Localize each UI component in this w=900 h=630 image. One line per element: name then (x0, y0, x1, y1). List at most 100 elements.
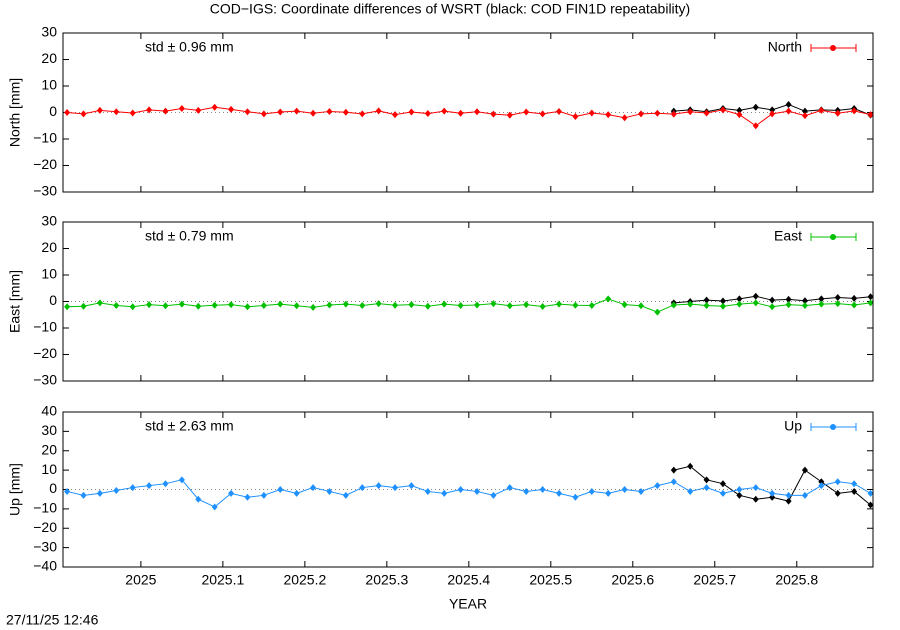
data-point (818, 482, 825, 490)
data-point (736, 491, 743, 499)
data-point (556, 489, 563, 497)
data-point (539, 303, 546, 311)
data-point (178, 300, 185, 308)
data-point (129, 303, 136, 311)
plot-area (64, 462, 873, 511)
y-tick-label: 30 (41, 24, 57, 40)
data-point (588, 301, 595, 309)
y-tick-label: 40 (41, 403, 57, 419)
data-point (375, 300, 382, 308)
timestamp: 27/11/25 12:46 (6, 612, 99, 628)
data-point (637, 302, 644, 310)
data-point (506, 302, 513, 310)
y-tick-label: −30 (33, 183, 57, 199)
data-point (654, 482, 661, 490)
data-point (474, 487, 481, 495)
data-point (801, 466, 808, 474)
data-point (375, 107, 382, 115)
data-point (851, 107, 858, 115)
data-point (129, 484, 136, 492)
data-point (703, 301, 710, 309)
data-point (80, 110, 87, 118)
data-point (752, 495, 759, 503)
data-point (867, 111, 873, 119)
y-axis-label: East [mm] (7, 270, 23, 333)
data-point (441, 300, 448, 308)
data-point (359, 301, 366, 309)
data-point (506, 484, 513, 492)
data-point (539, 110, 546, 118)
data-point (474, 301, 481, 309)
data-point (769, 296, 776, 304)
data-point (277, 486, 284, 493)
data-point (113, 108, 120, 116)
y-axis-label: Up [mm] (7, 463, 23, 516)
plot-area (64, 101, 873, 130)
data-point (736, 295, 743, 303)
data-point (719, 489, 726, 497)
data-point (851, 301, 858, 309)
data-point (736, 111, 743, 119)
data-point (424, 110, 431, 118)
panel: −30 −20 −10 0 10 20 30 North [mm] std ± 0.96 mm N… (7, 24, 874, 199)
data-point (490, 110, 497, 118)
data-point (687, 300, 694, 308)
y-tick-label: 0 (49, 292, 57, 308)
y-tick-label: 10 (41, 77, 57, 93)
x-tick-label: 2025.8 (775, 572, 818, 588)
x-tick-label: 2025.5 (529, 572, 572, 588)
legend-label: Up (784, 418, 802, 434)
data-point (195, 495, 202, 503)
y-axis-label: North [mm] (7, 78, 23, 147)
data-point (834, 294, 841, 302)
data-point (687, 462, 694, 470)
data-point (588, 487, 595, 495)
data-point (719, 106, 726, 114)
data-point (801, 301, 808, 309)
data-point (178, 476, 185, 484)
data-point (834, 489, 841, 497)
y-tick-label: −10 (33, 500, 57, 516)
data-point (818, 106, 825, 114)
x-tick-label: 2025 (125, 572, 156, 588)
y-tick-label: −20 (33, 519, 57, 535)
y-tick-label: 20 (41, 239, 57, 255)
data-point (293, 107, 300, 115)
data-point (654, 308, 661, 316)
data-point (785, 301, 792, 309)
data-point (490, 300, 497, 308)
data-point (523, 301, 530, 309)
data-point (851, 294, 858, 302)
data-point (342, 108, 349, 116)
data-point (703, 296, 710, 304)
data-point (867, 501, 873, 509)
y-tick-label: 0 (49, 480, 57, 496)
y-tick-label: 30 (41, 422, 57, 438)
data-point (195, 302, 202, 310)
data-point (719, 480, 726, 488)
data-point (80, 491, 87, 499)
data-point (556, 300, 563, 308)
x-tick-label: 2025.3 (365, 572, 408, 588)
series-line (67, 106, 871, 127)
data-point (785, 295, 792, 303)
data-point (572, 112, 579, 120)
data-point (769, 106, 776, 114)
x-axis-label: YEAR (449, 596, 487, 612)
data-point (523, 108, 530, 116)
data-point (244, 303, 251, 311)
data-point (457, 301, 464, 309)
data-point (556, 107, 563, 115)
data-point (424, 302, 431, 310)
series-line (66, 479, 871, 508)
data-point (670, 478, 677, 486)
data-point (260, 491, 267, 499)
data-point (326, 107, 333, 115)
data-point (801, 112, 808, 120)
data-point (736, 106, 743, 114)
data-point (80, 302, 87, 310)
data-point (785, 491, 792, 499)
x-tick-label: 2025.6 (611, 572, 654, 588)
data-point (244, 108, 251, 116)
